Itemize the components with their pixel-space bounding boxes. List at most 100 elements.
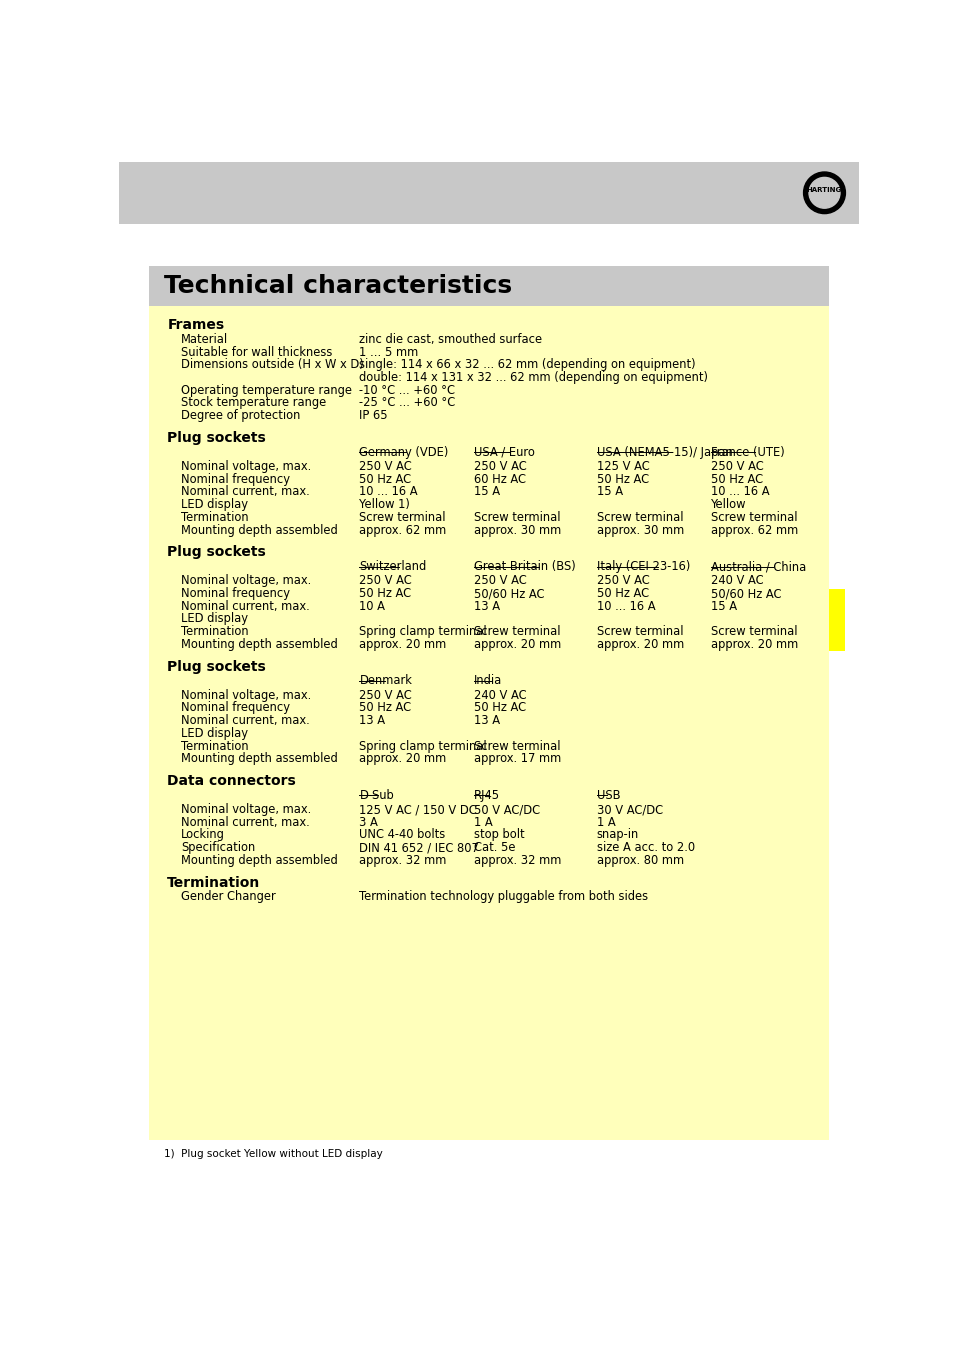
Text: 50 Hz AC: 50 Hz AC xyxy=(711,472,762,486)
Text: Nominal frequency: Nominal frequency xyxy=(181,472,290,486)
FancyBboxPatch shape xyxy=(828,590,843,651)
Text: single: 114 x 66 x 32 ... 62 mm (depending on equipment): single: 114 x 66 x 32 ... 62 mm (dependi… xyxy=(359,358,696,371)
Text: Operating temperature range: Operating temperature range xyxy=(181,383,352,397)
FancyBboxPatch shape xyxy=(119,162,858,224)
Text: Screw terminal: Screw terminal xyxy=(474,740,560,752)
Text: Nominal frequency: Nominal frequency xyxy=(181,587,290,599)
Text: Screw terminal: Screw terminal xyxy=(596,625,682,639)
Text: Plug sockets: Plug sockets xyxy=(167,431,266,446)
Text: approx. 20 mm: approx. 20 mm xyxy=(359,752,446,765)
Text: 250 V AC: 250 V AC xyxy=(596,574,649,587)
Text: Australia / China: Australia / China xyxy=(711,560,805,574)
Text: 50/60 Hz AC: 50/60 Hz AC xyxy=(711,587,781,599)
Text: Termination: Termination xyxy=(167,876,260,890)
Text: Nominal current, max.: Nominal current, max. xyxy=(181,714,310,728)
Text: Nominal voltage, max.: Nominal voltage, max. xyxy=(181,688,312,702)
Text: zinc die cast, smouthed surface: zinc die cast, smouthed surface xyxy=(359,333,542,346)
Text: Termination: Termination xyxy=(181,510,249,524)
Text: Degree of protection: Degree of protection xyxy=(181,409,300,423)
FancyBboxPatch shape xyxy=(149,306,828,1139)
Text: approx. 30 mm: approx. 30 mm xyxy=(474,524,561,536)
Text: Yellow: Yellow xyxy=(711,498,746,512)
Text: Termination technology pluggable from both sides: Termination technology pluggable from bo… xyxy=(359,891,648,903)
Text: 250 V AC: 250 V AC xyxy=(474,574,526,587)
Text: 50 Hz AC: 50 Hz AC xyxy=(596,472,648,486)
Text: Data connectors: Data connectors xyxy=(167,774,295,788)
Text: snap-in: snap-in xyxy=(596,829,639,841)
Text: Nominal current, max.: Nominal current, max. xyxy=(181,599,310,613)
Text: Germany (VDE): Germany (VDE) xyxy=(359,446,449,459)
Text: size A acc. to 2.0: size A acc. to 2.0 xyxy=(596,841,694,855)
Text: Spring clamp terminal: Spring clamp terminal xyxy=(359,740,487,752)
Text: Great Britain (BS): Great Britain (BS) xyxy=(474,560,576,574)
Text: Screw terminal: Screw terminal xyxy=(474,625,560,639)
Text: 240 V AC: 240 V AC xyxy=(474,688,526,702)
Text: USA / Euro: USA / Euro xyxy=(474,446,535,459)
Text: -10 °C ... +60 °C: -10 °C ... +60 °C xyxy=(359,383,455,397)
Text: 3 A: 3 A xyxy=(359,815,378,829)
Text: Gender Changer: Gender Changer xyxy=(181,891,275,903)
Text: 1 A: 1 A xyxy=(596,815,615,829)
Text: DIN 41 652 / IEC 807: DIN 41 652 / IEC 807 xyxy=(359,841,478,855)
Text: Suitable for wall thickness: Suitable for wall thickness xyxy=(181,346,333,359)
Circle shape xyxy=(808,177,840,208)
Text: Termination: Termination xyxy=(181,740,249,752)
Text: Dimensions outside (H x W x D): Dimensions outside (H x W x D) xyxy=(181,358,364,371)
Text: Screw terminal: Screw terminal xyxy=(711,625,797,639)
Text: 15 A: 15 A xyxy=(474,486,499,498)
Text: 250 V AC: 250 V AC xyxy=(359,460,412,472)
Text: France (UTE): France (UTE) xyxy=(711,446,784,459)
Text: 1 A: 1 A xyxy=(474,815,493,829)
Text: 50 Hz AC: 50 Hz AC xyxy=(474,702,526,714)
Text: Nominal voltage, max.: Nominal voltage, max. xyxy=(181,803,312,815)
Text: HARTING: HARTING xyxy=(806,188,841,193)
Text: 13 A: 13 A xyxy=(359,714,385,728)
Text: Mounting depth assembled: Mounting depth assembled xyxy=(181,853,337,867)
Text: Mounting depth assembled: Mounting depth assembled xyxy=(181,752,337,765)
Text: Screw terminal: Screw terminal xyxy=(359,510,446,524)
Text: 30 V AC/DC: 30 V AC/DC xyxy=(596,803,662,815)
Text: 50/60 Hz AC: 50/60 Hz AC xyxy=(474,587,544,599)
Text: approx. 32 mm: approx. 32 mm xyxy=(359,853,446,867)
Text: Screw terminal: Screw terminal xyxy=(474,510,560,524)
Text: Yellow 1): Yellow 1) xyxy=(359,498,410,512)
Text: 50 Hz AC: 50 Hz AC xyxy=(359,587,411,599)
Text: Screw terminal: Screw terminal xyxy=(711,510,797,524)
Text: approx. 62 mm: approx. 62 mm xyxy=(711,524,798,536)
Text: 1 … 5 mm: 1 … 5 mm xyxy=(359,346,418,359)
Text: Plug sockets: Plug sockets xyxy=(167,660,266,674)
Text: LED display: LED display xyxy=(181,613,248,625)
Text: India: India xyxy=(474,675,502,687)
Text: approx. 20 mm: approx. 20 mm xyxy=(359,637,446,651)
Text: approx. 80 mm: approx. 80 mm xyxy=(596,853,683,867)
Text: 125 V AC / 150 V DC: 125 V AC / 150 V DC xyxy=(359,803,476,815)
Text: 13 A: 13 A xyxy=(474,714,499,728)
Text: Mounting depth assembled: Mounting depth assembled xyxy=(181,524,337,536)
Text: Nominal frequency: Nominal frequency xyxy=(181,702,290,714)
Text: USB: USB xyxy=(596,788,619,802)
Text: 250 V AC: 250 V AC xyxy=(359,688,412,702)
Text: approx. 20 mm: approx. 20 mm xyxy=(474,637,561,651)
Text: Locking: Locking xyxy=(181,829,225,841)
Text: 15 A: 15 A xyxy=(596,486,622,498)
Text: LED display: LED display xyxy=(181,498,248,512)
Text: 60 Hz AC: 60 Hz AC xyxy=(474,472,526,486)
Text: IP 65: IP 65 xyxy=(359,409,388,423)
Text: 50 Hz AC: 50 Hz AC xyxy=(359,702,411,714)
Text: 240 V AC: 240 V AC xyxy=(711,574,763,587)
Text: LED display: LED display xyxy=(181,726,248,740)
Text: Switzerland: Switzerland xyxy=(359,560,426,574)
Text: 1)  Plug socket Yellow without LED display: 1) Plug socket Yellow without LED displa… xyxy=(164,1149,382,1160)
Text: Screw terminal: Screw terminal xyxy=(596,510,682,524)
Text: 10 ... 16 A: 10 ... 16 A xyxy=(596,599,655,613)
Text: 10 ... 16 A: 10 ... 16 A xyxy=(359,486,417,498)
Text: Nominal current, max.: Nominal current, max. xyxy=(181,486,310,498)
Text: 50 V AC/DC: 50 V AC/DC xyxy=(474,803,539,815)
Text: Material: Material xyxy=(181,333,228,346)
Text: Mounting depth assembled: Mounting depth assembled xyxy=(181,637,337,651)
Text: 50 Hz AC: 50 Hz AC xyxy=(359,472,411,486)
Text: approx. 62 mm: approx. 62 mm xyxy=(359,524,446,536)
Text: Plug sockets: Plug sockets xyxy=(167,545,266,559)
Text: Nominal voltage, max.: Nominal voltage, max. xyxy=(181,574,312,587)
Text: Spring clamp terminal: Spring clamp terminal xyxy=(359,625,487,639)
